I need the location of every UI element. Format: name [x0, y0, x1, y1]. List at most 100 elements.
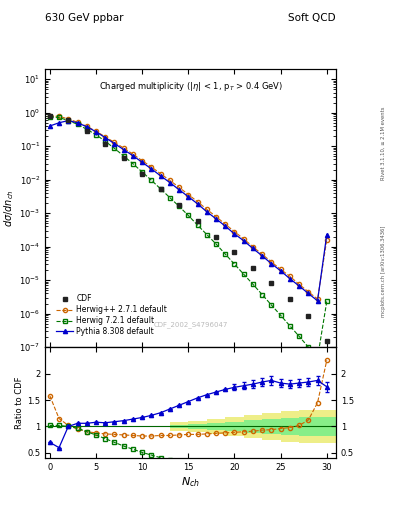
- Pythia 8.308 default: [66, 118, 71, 124]
- Pythia 8.308 default: [57, 120, 61, 126]
- Line: Herwig++ 2.7.1 default: Herwig++ 2.7.1 default: [48, 114, 329, 301]
- Herwig 7.2.1 default: [140, 169, 145, 175]
- Herwig 7.2.1 default: [57, 114, 61, 120]
- Herwig++ 2.7.1 default: [232, 228, 237, 234]
- Herwig 7.2.1 default: [214, 241, 219, 247]
- Herwig 7.2.1 default: [232, 261, 237, 267]
- Herwig++ 2.7.1 default: [158, 170, 163, 177]
- Pythia 8.308 default: [121, 146, 126, 153]
- Pythia 8.308 default: [269, 261, 274, 267]
- CDF: [288, 296, 292, 302]
- Herwig++ 2.7.1 default: [306, 289, 311, 295]
- Pythia 8.308 default: [84, 124, 89, 130]
- Herwig 7.2.1 default: [223, 251, 228, 257]
- Text: Soft QCD: Soft QCD: [288, 13, 336, 23]
- Pythia 8.308 default: [278, 268, 283, 274]
- Herwig 7.2.1 default: [112, 145, 117, 152]
- Herwig++ 2.7.1 default: [325, 237, 329, 243]
- Herwig++ 2.7.1 default: [103, 134, 108, 140]
- Bar: [318, 417, 336, 436]
- Herwig 7.2.1 default: [94, 132, 98, 138]
- Herwig++ 2.7.1 default: [241, 236, 246, 242]
- Herwig 7.2.1 default: [158, 186, 163, 192]
- Herwig++ 2.7.1 default: [48, 113, 52, 119]
- Text: Charged multiplicity ($|\eta|$ < 1, p$_T$ > 0.4 GeV): Charged multiplicity ($|\eta|$ < 1, p$_T…: [99, 80, 283, 93]
- Y-axis label: $d\sigma/dn_{ch}$: $d\sigma/dn_{ch}$: [3, 189, 17, 227]
- Pythia 8.308 default: [260, 253, 264, 259]
- Pythia 8.308 default: [149, 166, 154, 172]
- Herwig 7.2.1 default: [306, 344, 311, 350]
- Herwig 7.2.1 default: [251, 281, 255, 287]
- Herwig++ 2.7.1 default: [214, 214, 219, 220]
- Text: Rivet 3.1.10, ≥ 2.1M events: Rivet 3.1.10, ≥ 2.1M events: [381, 106, 386, 180]
- Pythia 8.308 default: [214, 216, 219, 222]
- Herwig++ 2.7.1 default: [223, 221, 228, 227]
- Herwig 7.2.1 default: [269, 302, 274, 308]
- Pythia 8.308 default: [103, 135, 108, 141]
- Herwig++ 2.7.1 default: [278, 266, 283, 272]
- Line: Pythia 8.308 default: Pythia 8.308 default: [48, 118, 329, 303]
- Bar: [299, 410, 318, 443]
- CDF: [177, 202, 182, 208]
- CDF: [232, 249, 237, 255]
- Herwig 7.2.1 default: [177, 203, 182, 209]
- CDF: [84, 128, 89, 134]
- Herwig 7.2.1 default: [130, 161, 135, 167]
- Bar: [281, 418, 299, 435]
- Herwig++ 2.7.1 default: [66, 116, 71, 122]
- Pythia 8.308 default: [232, 231, 237, 237]
- Herwig 7.2.1 default: [204, 231, 209, 238]
- Text: 630 GeV ppbar: 630 GeV ppbar: [45, 13, 124, 23]
- Pythia 8.308 default: [297, 283, 301, 289]
- Herwig 7.2.1 default: [315, 355, 320, 361]
- Pythia 8.308 default: [325, 231, 329, 238]
- Herwig++ 2.7.1 default: [121, 145, 126, 151]
- Pythia 8.308 default: [186, 194, 191, 200]
- Bar: [207, 418, 225, 434]
- CDF: [66, 117, 71, 123]
- Herwig++ 2.7.1 default: [251, 244, 255, 250]
- CDF: [140, 170, 145, 177]
- Bar: [188, 421, 207, 432]
- Pythia 8.308 default: [177, 187, 182, 193]
- Line: CDF: CDF: [48, 113, 329, 344]
- Line: Herwig 7.2.1 default: Herwig 7.2.1 default: [48, 115, 329, 360]
- CDF: [325, 338, 329, 344]
- Herwig++ 2.7.1 default: [84, 123, 89, 130]
- Bar: [244, 415, 262, 438]
- Herwig++ 2.7.1 default: [112, 139, 117, 145]
- Herwig++ 2.7.1 default: [130, 151, 135, 157]
- Pythia 8.308 default: [140, 159, 145, 165]
- X-axis label: $N_{ch}$: $N_{ch}$: [181, 475, 200, 488]
- Herwig++ 2.7.1 default: [195, 199, 200, 205]
- Text: mcplots.cern.ch [arXiv:1306.3436]: mcplots.cern.ch [arXiv:1306.3436]: [381, 226, 386, 317]
- Herwig++ 2.7.1 default: [186, 191, 191, 198]
- Bar: [170, 422, 188, 431]
- CDF: [269, 280, 274, 286]
- Pythia 8.308 default: [75, 120, 80, 126]
- Pythia 8.308 default: [251, 245, 255, 251]
- Bar: [262, 419, 281, 434]
- Pythia 8.308 default: [94, 129, 98, 135]
- Herwig 7.2.1 default: [103, 138, 108, 144]
- Herwig++ 2.7.1 default: [177, 184, 182, 190]
- Y-axis label: Ratio to CDF: Ratio to CDF: [15, 376, 24, 429]
- Herwig++ 2.7.1 default: [269, 259, 274, 265]
- Text: CDF_2002_S4796047: CDF_2002_S4796047: [153, 322, 228, 328]
- Bar: [170, 425, 188, 428]
- Herwig++ 2.7.1 default: [94, 128, 98, 134]
- Bar: [225, 422, 244, 431]
- Pythia 8.308 default: [315, 298, 320, 304]
- CDF: [306, 313, 311, 319]
- Bar: [207, 423, 225, 430]
- Bar: [318, 410, 336, 443]
- Herwig 7.2.1 default: [325, 298, 329, 305]
- Pythia 8.308 default: [195, 201, 200, 207]
- Herwig++ 2.7.1 default: [57, 113, 61, 119]
- Pythia 8.308 default: [241, 238, 246, 244]
- Pythia 8.308 default: [112, 140, 117, 146]
- Herwig 7.2.1 default: [66, 118, 71, 124]
- CDF: [195, 218, 200, 224]
- CDF: [158, 186, 163, 192]
- Herwig++ 2.7.1 default: [204, 206, 209, 212]
